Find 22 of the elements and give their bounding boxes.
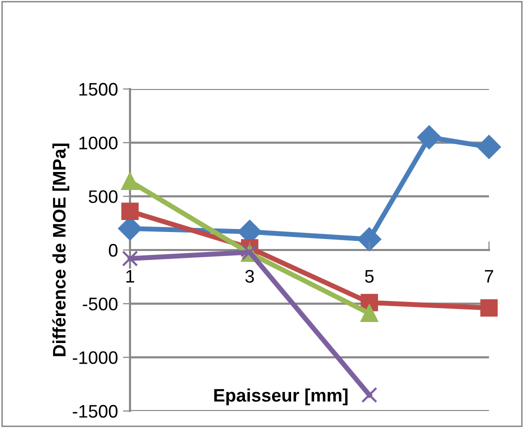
x-tick-label: 3: [245, 270, 254, 283]
x-tick-label: 7: [484, 270, 494, 283]
y-tick-label: -500: [82, 298, 118, 310]
y-tick-label: 500: [88, 190, 118, 204]
point: [417, 125, 442, 150]
y-tick-label: -1500: [72, 404, 118, 418]
point: [121, 202, 139, 220]
y-tick-label: 1500: [79, 82, 118, 96]
point: [357, 227, 382, 252]
x-axis-title: Epaisseur [mm]: [214, 388, 348, 406]
point: [480, 299, 498, 317]
x-tick-label: 1: [126, 270, 134, 283]
point: [360, 304, 378, 322]
y-tick-label: 0: [108, 244, 118, 257]
point: [122, 250, 138, 267]
y-axis-title: Différence de MOE [MPa]: [52, 144, 70, 356]
x-tick-label: 5: [365, 270, 374, 283]
y-tick-label: 1000: [79, 136, 118, 150]
point: [361, 386, 378, 403]
point: [477, 135, 501, 159]
y-tick-label: -1000: [72, 351, 118, 364]
point: [121, 172, 139, 190]
